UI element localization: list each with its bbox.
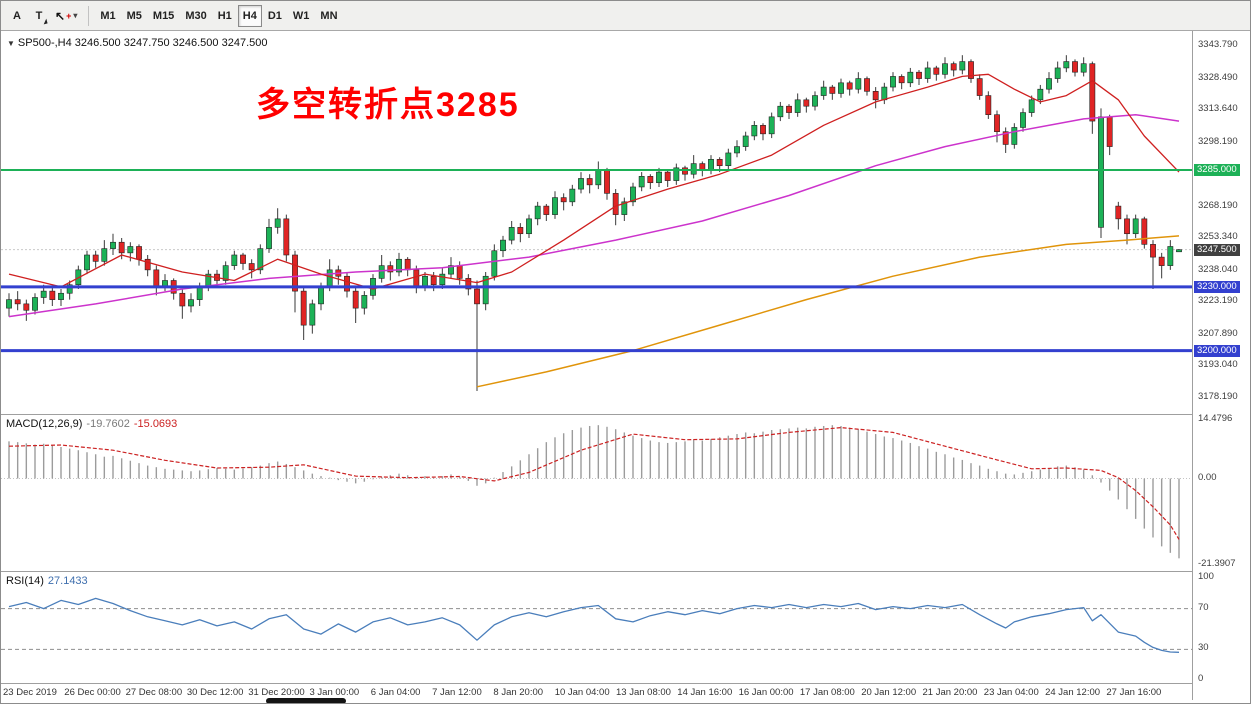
time-axis-label: 10 Jan 04:00 [554, 687, 610, 698]
hline-price-badge: 3230.000 [1194, 280, 1240, 293]
rsi-axis-label: 30 [1198, 642, 1209, 654]
time-axis-label: 23 Dec 2019 [3, 687, 57, 698]
price-axis-label: 3238.040 [1198, 263, 1238, 275]
time-axis-label: 16 Jan 00:00 [738, 687, 794, 698]
toolbar: A T ↖ + ▾ M1 M5 M15 M30 H1 H4 D1 W1 MN [1, 1, 1250, 31]
price-axis-label: 3223.190 [1198, 295, 1238, 307]
time-axis-label: 24 Jan 12:00 [1045, 687, 1101, 698]
timeframe-button-mn[interactable]: MN [315, 5, 342, 27]
symbol-ohlc-text: SP500-,H4 3246.500 3247.750 3246.500 324… [17, 37, 268, 49]
pointer-icon [42, 18, 48, 24]
time-axis-label: 21 Jan 20:00 [922, 687, 978, 698]
rsi-axis-label: 0 [1198, 673, 1204, 684]
time-axis-label: 17 Jan 08:00 [799, 687, 855, 698]
rsi-name: RSI(14) [6, 575, 44, 587]
toolbar-separator [88, 5, 90, 26]
time-axis-label: 20 Jan 12:00 [861, 687, 917, 698]
macd-main-value: -19.7602 [86, 418, 130, 430]
time-axis-label: 13 Jan 08:00 [616, 687, 671, 698]
chevron-down-icon: ▾ [73, 11, 78, 20]
price-axis-label: 3298.190 [1198, 135, 1238, 147]
time-axis-label: 27 Dec 08:00 [125, 687, 183, 698]
timeframe-button-m5[interactable]: M5 [122, 5, 147, 27]
macd-label: MACD(12,26,9) -19.7602 -15.0693 [6, 418, 177, 430]
rsi-panel[interactable]: RSI(14) 27.1433 [1, 571, 1192, 684]
macd-axis-label: -21.3907 [1198, 557, 1236, 569]
cursor-arrow-icon: ↖ [55, 8, 66, 23]
timeframe-button-w1[interactable]: W1 [288, 5, 315, 27]
macd-signal-value: -15.0693 [133, 418, 178, 430]
price-axis-label: 3343.790 [1198, 39, 1238, 50]
current-price-badge: 3247.500 [1194, 243, 1240, 256]
timeframe-button-h4[interactable]: H4 [237, 4, 262, 27]
price-axis-label: 3253.340 [1198, 231, 1238, 243]
time-axis-label: 14 Jan 16:00 [677, 687, 733, 698]
price-axis[interactable]: 3343.7903328.4903313.6403298.1903283.340… [1192, 31, 1250, 700]
time-axis-label: 27 Jan 16:00 [1106, 687, 1162, 698]
time-axis-label: 3 Jan 00:00 [309, 687, 360, 698]
price-axis-label: 3313.640 [1198, 103, 1238, 115]
text-tool-label: T [35, 9, 43, 22]
time-axis-label: 8 Jan 20:00 [493, 687, 544, 698]
time-axis[interactable]: 23 Dec 2019 26 Dec 00:00 27 Dec 08:00 30 De… [1, 683, 1192, 701]
rsi-label: RSI(14) 27.1433 [6, 575, 88, 587]
timeframe-button-m30[interactable]: M30 [180, 5, 211, 27]
price-axis-label: 3207.890 [1198, 327, 1238, 339]
hline-price-badge: 3285.000 [1194, 163, 1240, 176]
price-axis-label: 3328.490 [1198, 71, 1238, 83]
rsi-axis-label: 70 [1198, 601, 1209, 613]
price-axis-label: 3178.190 [1198, 391, 1238, 402]
annotation-text: 多空转折点3285 [256, 86, 520, 124]
macd-axis-label: 0.00 [1198, 471, 1217, 483]
time-axis-label: 23 Jan 04:00 [983, 687, 1039, 698]
add-object-icon: + [66, 10, 72, 21]
time-axis-label: 30 Dec 12:00 [186, 687, 244, 698]
timeframe-button-m15[interactable]: M15 [148, 5, 179, 27]
rsi-axis-label: 100 [1198, 571, 1214, 582]
macd-panel[interactable]: MACD(12,26,9) -19.7602 -15.0693 [1, 414, 1192, 570]
scrollbar-thumb[interactable] [266, 698, 346, 703]
crosshair-dropdown-button[interactable]: ↖ + ▾ [50, 5, 82, 27]
time-axis-label: 7 Jan 12:00 [432, 687, 482, 698]
time-axis-label: 26 Dec 00:00 [64, 687, 121, 698]
macd-axis-label: 14.4796 [1198, 413, 1233, 424]
timeframe-group: M1 M5 M15 M30 H1 H4 D1 W1 MN [95, 4, 342, 27]
time-axis-label: 31 Dec 20:00 [248, 687, 305, 698]
rsi-value: 27.1433 [47, 575, 88, 587]
price-chart-panel[interactable]: ▼ SP500-,H4 3246.500 3247.750 3246.500 32… [1, 31, 1192, 413]
timeframe-button-h1[interactable]: H1 [213, 5, 237, 27]
price-axis-label: 3268.190 [1198, 199, 1238, 211]
timeframe-button-d1[interactable]: D1 [263, 5, 287, 27]
text-tool-button[interactable]: T [28, 5, 50, 27]
time-axis-label: 6 Jan 04:00 [370, 687, 421, 698]
cursor-tool-button[interactable]: A [6, 5, 28, 27]
price-axis-label: 3193.040 [1198, 359, 1238, 371]
symbol-ohlc-label: ▼ SP500-,H4 3246.500 3247.750 3246.500 32… [7, 37, 267, 49]
hline-price-badge: 3200.000 [1194, 344, 1240, 357]
macd-name: MACD(12,26,9) [6, 418, 83, 430]
triangle-icon: ▼ [7, 39, 15, 48]
timeframe-button-m1[interactable]: M1 [95, 5, 120, 27]
